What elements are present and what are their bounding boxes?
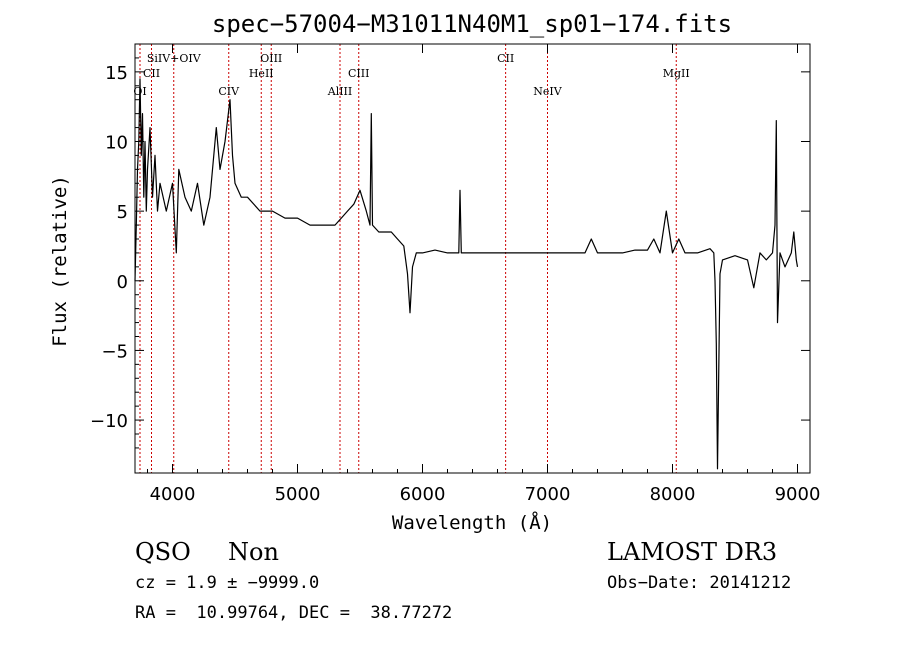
y-tick-label: 15 (105, 63, 128, 84)
emission-line-label: OIII (260, 52, 282, 65)
survey-label: LAMOST DR3 (607, 538, 778, 566)
class-label: QSO (135, 538, 191, 566)
x-tick-label: 7000 (525, 484, 571, 505)
emission-line-label: CII (497, 52, 514, 65)
emission-line-label: HeII (249, 67, 274, 80)
chart-title: spec−57004−M31011N40M1_sp01−174.fits (212, 10, 732, 38)
spectrum-line (134, 78, 799, 470)
emission-line-label: AlIII (327, 85, 353, 98)
x-tick-label: 8000 (650, 484, 696, 505)
x-tick-label: 6000 (400, 484, 446, 505)
coordinates-text: RA = 10.99764, DEC = 38.77272 (135, 603, 453, 623)
emission-line-label: CII (143, 67, 160, 80)
redshift-text: cz = 1.9 ± −9999.0 (135, 573, 320, 593)
subclass-label: Non (228, 538, 279, 566)
y-tick-label: −5 (101, 341, 128, 362)
y-tick-label: 10 (105, 133, 128, 154)
obs-date-text: Obs−Date: 20141212 (607, 573, 792, 593)
x-axis-ticks: 4000 5000 6000 7000 8000 9000 (147, 44, 821, 505)
y-tick-label: 5 (117, 202, 128, 223)
y-axis-ticks: −10 −5 0 5 10 15 (90, 57, 810, 449)
y-tick-label: 0 (117, 272, 128, 293)
emission-line-markers (139, 44, 677, 473)
plot-frame (134, 43, 811, 474)
x-axis-label: Wavelength (Å) (392, 511, 552, 534)
x-tick-label: 4000 (150, 484, 196, 505)
emission-line-label: NeIV (533, 85, 562, 98)
x-tick-label: 9000 (775, 484, 821, 505)
emission-line-labels: OICIISiIV+OIVCIVHeIIOIIIAlIIICIIICIINeIV… (133, 52, 689, 98)
emission-line-label: MgII (663, 67, 690, 80)
emission-line-label: CIV (218, 85, 240, 98)
emission-line-label: CIII (348, 67, 369, 80)
emission-line-label: SiIV+OIV (147, 52, 202, 65)
y-axis-label: Flux (relative) (49, 175, 71, 347)
y-tick-label: −10 (90, 411, 128, 432)
x-tick-label: 5000 (275, 484, 321, 505)
